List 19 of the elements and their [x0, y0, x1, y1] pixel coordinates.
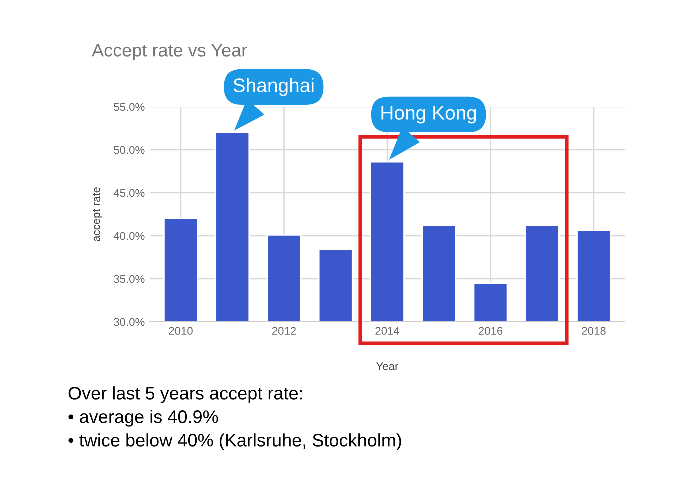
y-tick-label: 45.0%: [114, 189, 145, 198]
y-axis-title: accept rate: [93, 188, 103, 242]
text: • twice below 40% (Karlsruhe, Stockholm): [68, 434, 402, 450]
y-tick-label: 35.0%: [114, 275, 145, 284]
y-tick-label: 55.0%: [114, 103, 145, 112]
x-tick-label: 2012: [272, 327, 296, 336]
y-tick-label: 40.0%: [114, 232, 145, 240]
chart-title: Accept rate vs Year: [92, 44, 248, 60]
annotation: Hong Kong: [382, 106, 476, 124]
annotation: Shanghai: [234, 78, 314, 96]
text: Over last 5 years accept rate:: [68, 386, 302, 404]
y-tick-label: 30.0%: [114, 318, 145, 326]
y-tick-label: 50.0%: [114, 146, 145, 154]
x-axis-title: Year: [376, 362, 399, 370]
x-tick-label: 2016: [478, 327, 503, 336]
text: • average is 40.9%: [68, 410, 218, 427]
x-tick-label: 2014: [376, 327, 400, 336]
x-tick-label: 2018: [582, 327, 606, 336]
x-tick-label: 2010: [169, 327, 193, 336]
